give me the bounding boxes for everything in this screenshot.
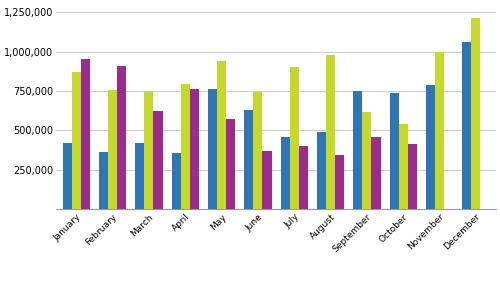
Bar	[208, 89, 217, 209]
Bar	[117, 66, 126, 209]
Bar	[354, 91, 362, 209]
Bar	[81, 59, 90, 209]
Bar	[290, 67, 299, 209]
Bar	[372, 137, 380, 209]
Bar	[326, 55, 335, 209]
Bar	[317, 132, 326, 209]
Bar	[217, 61, 226, 209]
Bar	[99, 152, 108, 209]
Bar	[144, 91, 154, 209]
Bar	[362, 111, 372, 209]
Bar	[408, 144, 417, 209]
Bar	[262, 151, 272, 209]
Bar	[435, 51, 444, 209]
Bar	[299, 146, 308, 209]
Bar	[426, 85, 435, 209]
Bar	[280, 137, 289, 209]
Bar	[190, 89, 199, 209]
Bar	[244, 110, 254, 209]
Bar	[172, 152, 180, 209]
Bar	[462, 42, 471, 209]
Bar	[254, 92, 262, 209]
Bar	[180, 84, 190, 209]
Bar	[72, 72, 81, 209]
Bar	[108, 90, 117, 209]
Bar	[390, 93, 398, 209]
Bar	[398, 124, 407, 209]
Bar	[62, 143, 72, 209]
Bar	[136, 143, 144, 209]
Bar	[472, 18, 480, 209]
Bar	[154, 111, 162, 209]
Bar	[335, 155, 344, 209]
Bar	[226, 119, 235, 209]
Legend: 2018, 2019, 2020: 2018, 2019, 2020	[177, 307, 331, 308]
